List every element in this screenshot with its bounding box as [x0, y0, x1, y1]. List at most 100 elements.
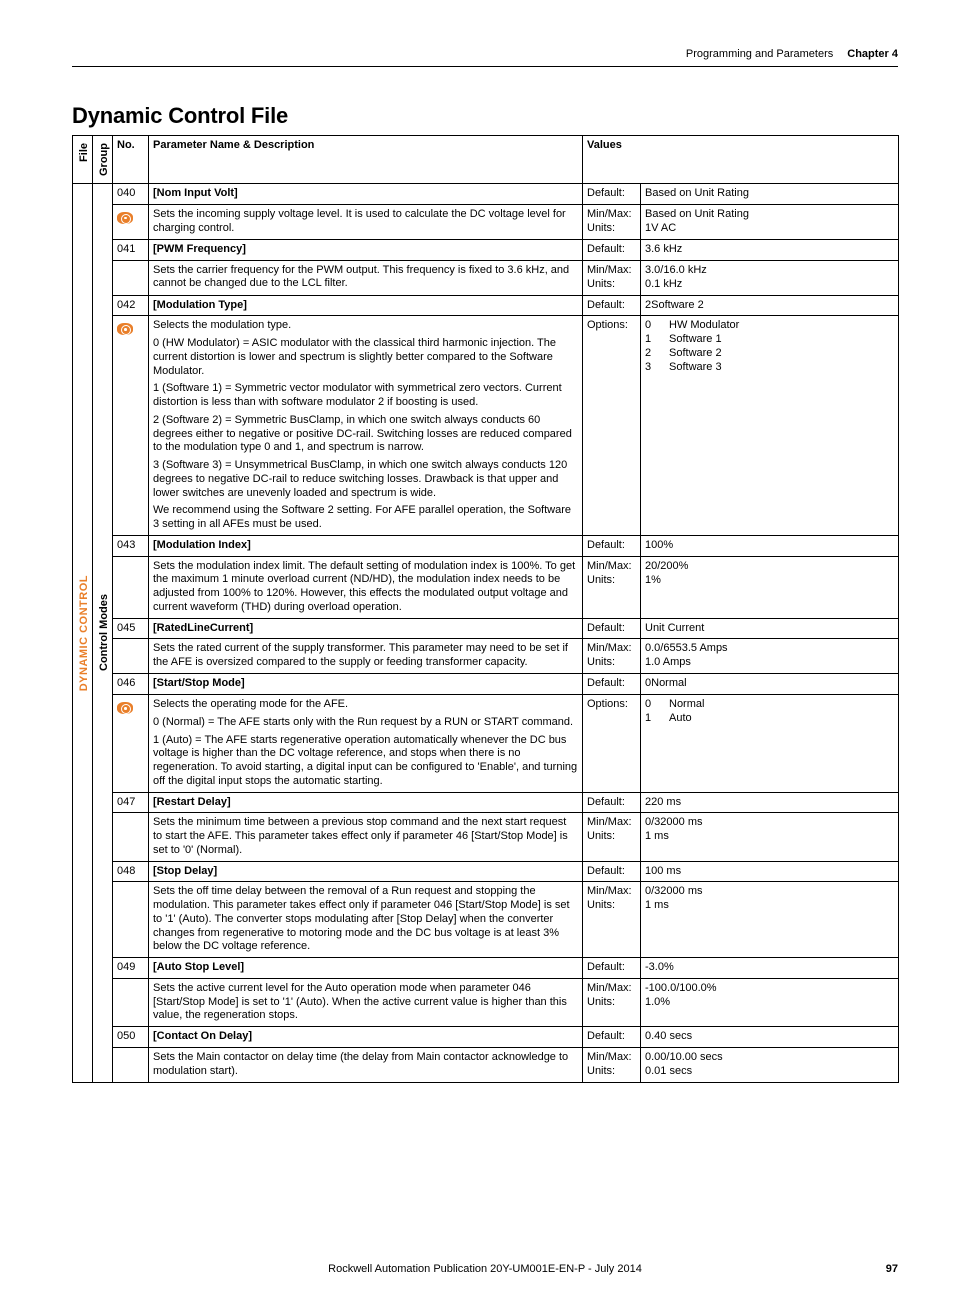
- value-label: Options:: [583, 316, 641, 536]
- value-label: Default:: [583, 1027, 641, 1048]
- table-row: DYNAMIC CONTROLControl Modes040[Nom Inpu…: [73, 184, 899, 205]
- table-row: 042[Modulation Type]Default:2Software 2: [73, 295, 899, 316]
- table-row: Selects the modulation type.0 (HW Modula…: [73, 316, 899, 536]
- param-name-cell: [Stop Delay]: [149, 861, 583, 882]
- table-row: Sets the active current level for the Au…: [73, 978, 899, 1026]
- footer-publication: Rockwell Automation Publication 20Y-UM00…: [112, 1263, 858, 1275]
- value-cell: 100%: [641, 535, 899, 556]
- param-icon-cell: [113, 639, 149, 674]
- param-icon-cell: [113, 260, 149, 295]
- param-number: 047: [113, 792, 149, 813]
- value-label: Min/Max:Units:: [583, 882, 641, 958]
- value-label: Default:: [583, 239, 641, 260]
- param-number: 050: [113, 1027, 149, 1048]
- stop-required-icon: [117, 212, 133, 224]
- param-icon-cell: [113, 978, 149, 1026]
- param-description: Selects the modulation type.0 (HW Modula…: [149, 316, 583, 536]
- value-cell: 0HW Modulator1Software 12Software 23Soft…: [641, 316, 899, 536]
- table-row: Selects the operating mode for the AFE.0…: [73, 695, 899, 793]
- table-row: Sets the incoming supply voltage level. …: [73, 204, 899, 239]
- value-label: Min/Max:Units:: [583, 639, 641, 674]
- param-icon-cell: [113, 813, 149, 861]
- value-cell: 0Normal: [641, 674, 899, 695]
- value-label: Min/Max:Units:: [583, 260, 641, 295]
- stop-required-icon: [117, 323, 133, 335]
- table-row: Sets the Main contactor on delay time (t…: [73, 1047, 899, 1082]
- value-label: Min/Max:Units:: [583, 1047, 641, 1082]
- value-label: Min/Max:Units:: [583, 204, 641, 239]
- col-desc: Parameter Name & Description: [149, 136, 583, 184]
- table-row: 043[Modulation Index]Default:100%: [73, 535, 899, 556]
- value-label: Min/Max:Units:: [583, 556, 641, 618]
- value-label: Min/Max:Units:: [583, 813, 641, 861]
- value-cell: 0.40 secs: [641, 1027, 899, 1048]
- table-row: 048[Stop Delay]Default:100 ms: [73, 861, 899, 882]
- param-description: Sets the off time delay between the remo…: [149, 882, 583, 958]
- param-description: Sets the Main contactor on delay time (t…: [149, 1047, 583, 1082]
- running-header: Programming and Parameters Chapter 4: [72, 48, 898, 67]
- param-icon-cell: [113, 1047, 149, 1082]
- param-icon-cell: [113, 556, 149, 618]
- value-cell: Based on Unit Rating1V AC: [641, 204, 899, 239]
- value-cell: 220 ms: [641, 792, 899, 813]
- value-cell: 0/32000 ms1 ms: [641, 882, 899, 958]
- param-description: Sets the active current level for the Au…: [149, 978, 583, 1026]
- value-cell: 3.0/16.0 kHz0.1 kHz: [641, 260, 899, 295]
- footer-page-number: 97: [858, 1263, 898, 1275]
- value-cell: 0/32000 ms1 ms: [641, 813, 899, 861]
- param-number: 045: [113, 618, 149, 639]
- file-label-cell: DYNAMIC CONTROL: [73, 184, 93, 1083]
- table-row: Sets the rated current of the supply tra…: [73, 639, 899, 674]
- value-label: Default:: [583, 295, 641, 316]
- value-label: Default:: [583, 958, 641, 979]
- param-name-cell: [Contact On Delay]: [149, 1027, 583, 1048]
- table-row: 045[RatedLineCurrent]Default:Unit Curren…: [73, 618, 899, 639]
- param-name-cell: [RatedLineCurrent]: [149, 618, 583, 639]
- param-icon-cell: [113, 882, 149, 958]
- param-number: 043: [113, 535, 149, 556]
- value-label: Min/Max:Units:: [583, 978, 641, 1026]
- table-row: 050[Contact On Delay]Default:0.40 secs: [73, 1027, 899, 1048]
- param-number: 046: [113, 674, 149, 695]
- stop-required-icon: [117, 702, 133, 714]
- param-icon-cell: [113, 695, 149, 793]
- table-row: 046[Start/Stop Mode]Default:0Normal: [73, 674, 899, 695]
- param-name-cell: [Auto Stop Level]: [149, 958, 583, 979]
- col-group: Group: [93, 136, 113, 184]
- value-cell: 20/200%1%: [641, 556, 899, 618]
- table-row: Sets the carrier frequency for the PWM o…: [73, 260, 899, 295]
- table-header-row: File Group No. Parameter Name & Descript…: [73, 136, 899, 184]
- col-file: File: [73, 136, 93, 184]
- param-description: Sets the minimum time between a previous…: [149, 813, 583, 861]
- table-row: Sets the minimum time between a previous…: [73, 813, 899, 861]
- table-row: 049[Auto Stop Level]Default:-3.0%: [73, 958, 899, 979]
- value-cell: -3.0%: [641, 958, 899, 979]
- param-name-cell: [Nom Input Volt]: [149, 184, 583, 205]
- header-section: Programming and Parameters: [686, 48, 833, 60]
- value-cell: 0.00/10.00 secs0.01 secs: [641, 1047, 899, 1082]
- table-row: 047[Restart Delay]Default:220 ms: [73, 792, 899, 813]
- page-footer: Rockwell Automation Publication 20Y-UM00…: [72, 1263, 898, 1275]
- param-description: Selects the operating mode for the AFE.0…: [149, 695, 583, 793]
- table-row: Sets the modulation index limit. The def…: [73, 556, 899, 618]
- page-title: Dynamic Control File: [72, 103, 898, 129]
- group-label-cell: Control Modes: [93, 184, 113, 1083]
- param-name-cell: [Modulation Type]: [149, 295, 583, 316]
- value-cell: 100 ms: [641, 861, 899, 882]
- value-cell: Unit Current: [641, 618, 899, 639]
- value-cell: -100.0/100.0%1.0%: [641, 978, 899, 1026]
- param-description: Sets the carrier frequency for the PWM o…: [149, 260, 583, 295]
- value-label: Default:: [583, 674, 641, 695]
- param-number: 040: [113, 184, 149, 205]
- value-cell: 0.0/6553.5 Amps1.0 Amps: [641, 639, 899, 674]
- param-description: Sets the incoming supply voltage level. …: [149, 204, 583, 239]
- param-number: 048: [113, 861, 149, 882]
- param-icon-cell: [113, 316, 149, 536]
- param-name-cell: [Restart Delay]: [149, 792, 583, 813]
- value-label: Default:: [583, 184, 641, 205]
- value-label: Default:: [583, 618, 641, 639]
- value-label: Default:: [583, 535, 641, 556]
- col-no: No.: [113, 136, 149, 184]
- param-name-cell: [Modulation Index]: [149, 535, 583, 556]
- param-description: Sets the rated current of the supply tra…: [149, 639, 583, 674]
